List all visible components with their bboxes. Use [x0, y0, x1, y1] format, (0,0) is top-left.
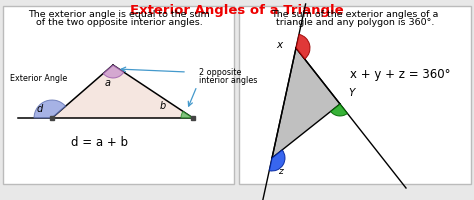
- Text: b: b: [160, 100, 166, 110]
- Text: d = a + b: d = a + b: [72, 136, 128, 149]
- Text: The sum of the exterior angles of a: The sum of the exterior angles of a: [271, 10, 439, 19]
- Text: of the two opposite interior angles.: of the two opposite interior angles.: [36, 18, 202, 27]
- Wedge shape: [181, 112, 193, 118]
- Text: Exterior Angles of a Triangle: Exterior Angles of a Triangle: [130, 4, 344, 17]
- Text: x: x: [276, 40, 282, 50]
- Bar: [239, 7, 471, 184]
- Text: Y: Y: [348, 88, 355, 98]
- Text: The exterior angle is equal to the sum: The exterior angle is equal to the sum: [28, 10, 210, 19]
- Polygon shape: [52, 66, 193, 118]
- Text: triangle and any polygon is 360°.: triangle and any polygon is 360°.: [276, 18, 434, 27]
- Text: a: a: [105, 78, 111, 88]
- Polygon shape: [272, 49, 340, 158]
- Wedge shape: [269, 150, 285, 171]
- Text: 2 opposite: 2 opposite: [199, 68, 241, 77]
- Wedge shape: [103, 66, 124, 79]
- Wedge shape: [330, 104, 347, 116]
- Text: d: d: [37, 103, 43, 113]
- Wedge shape: [34, 100, 65, 118]
- Wedge shape: [296, 35, 310, 60]
- Text: x + y + z = 360°: x + y + z = 360°: [350, 68, 450, 81]
- Text: Exterior Angle: Exterior Angle: [10, 74, 67, 83]
- Text: interior angles: interior angles: [199, 76, 257, 85]
- Bar: [3, 7, 234, 184]
- Text: z: z: [278, 166, 283, 175]
